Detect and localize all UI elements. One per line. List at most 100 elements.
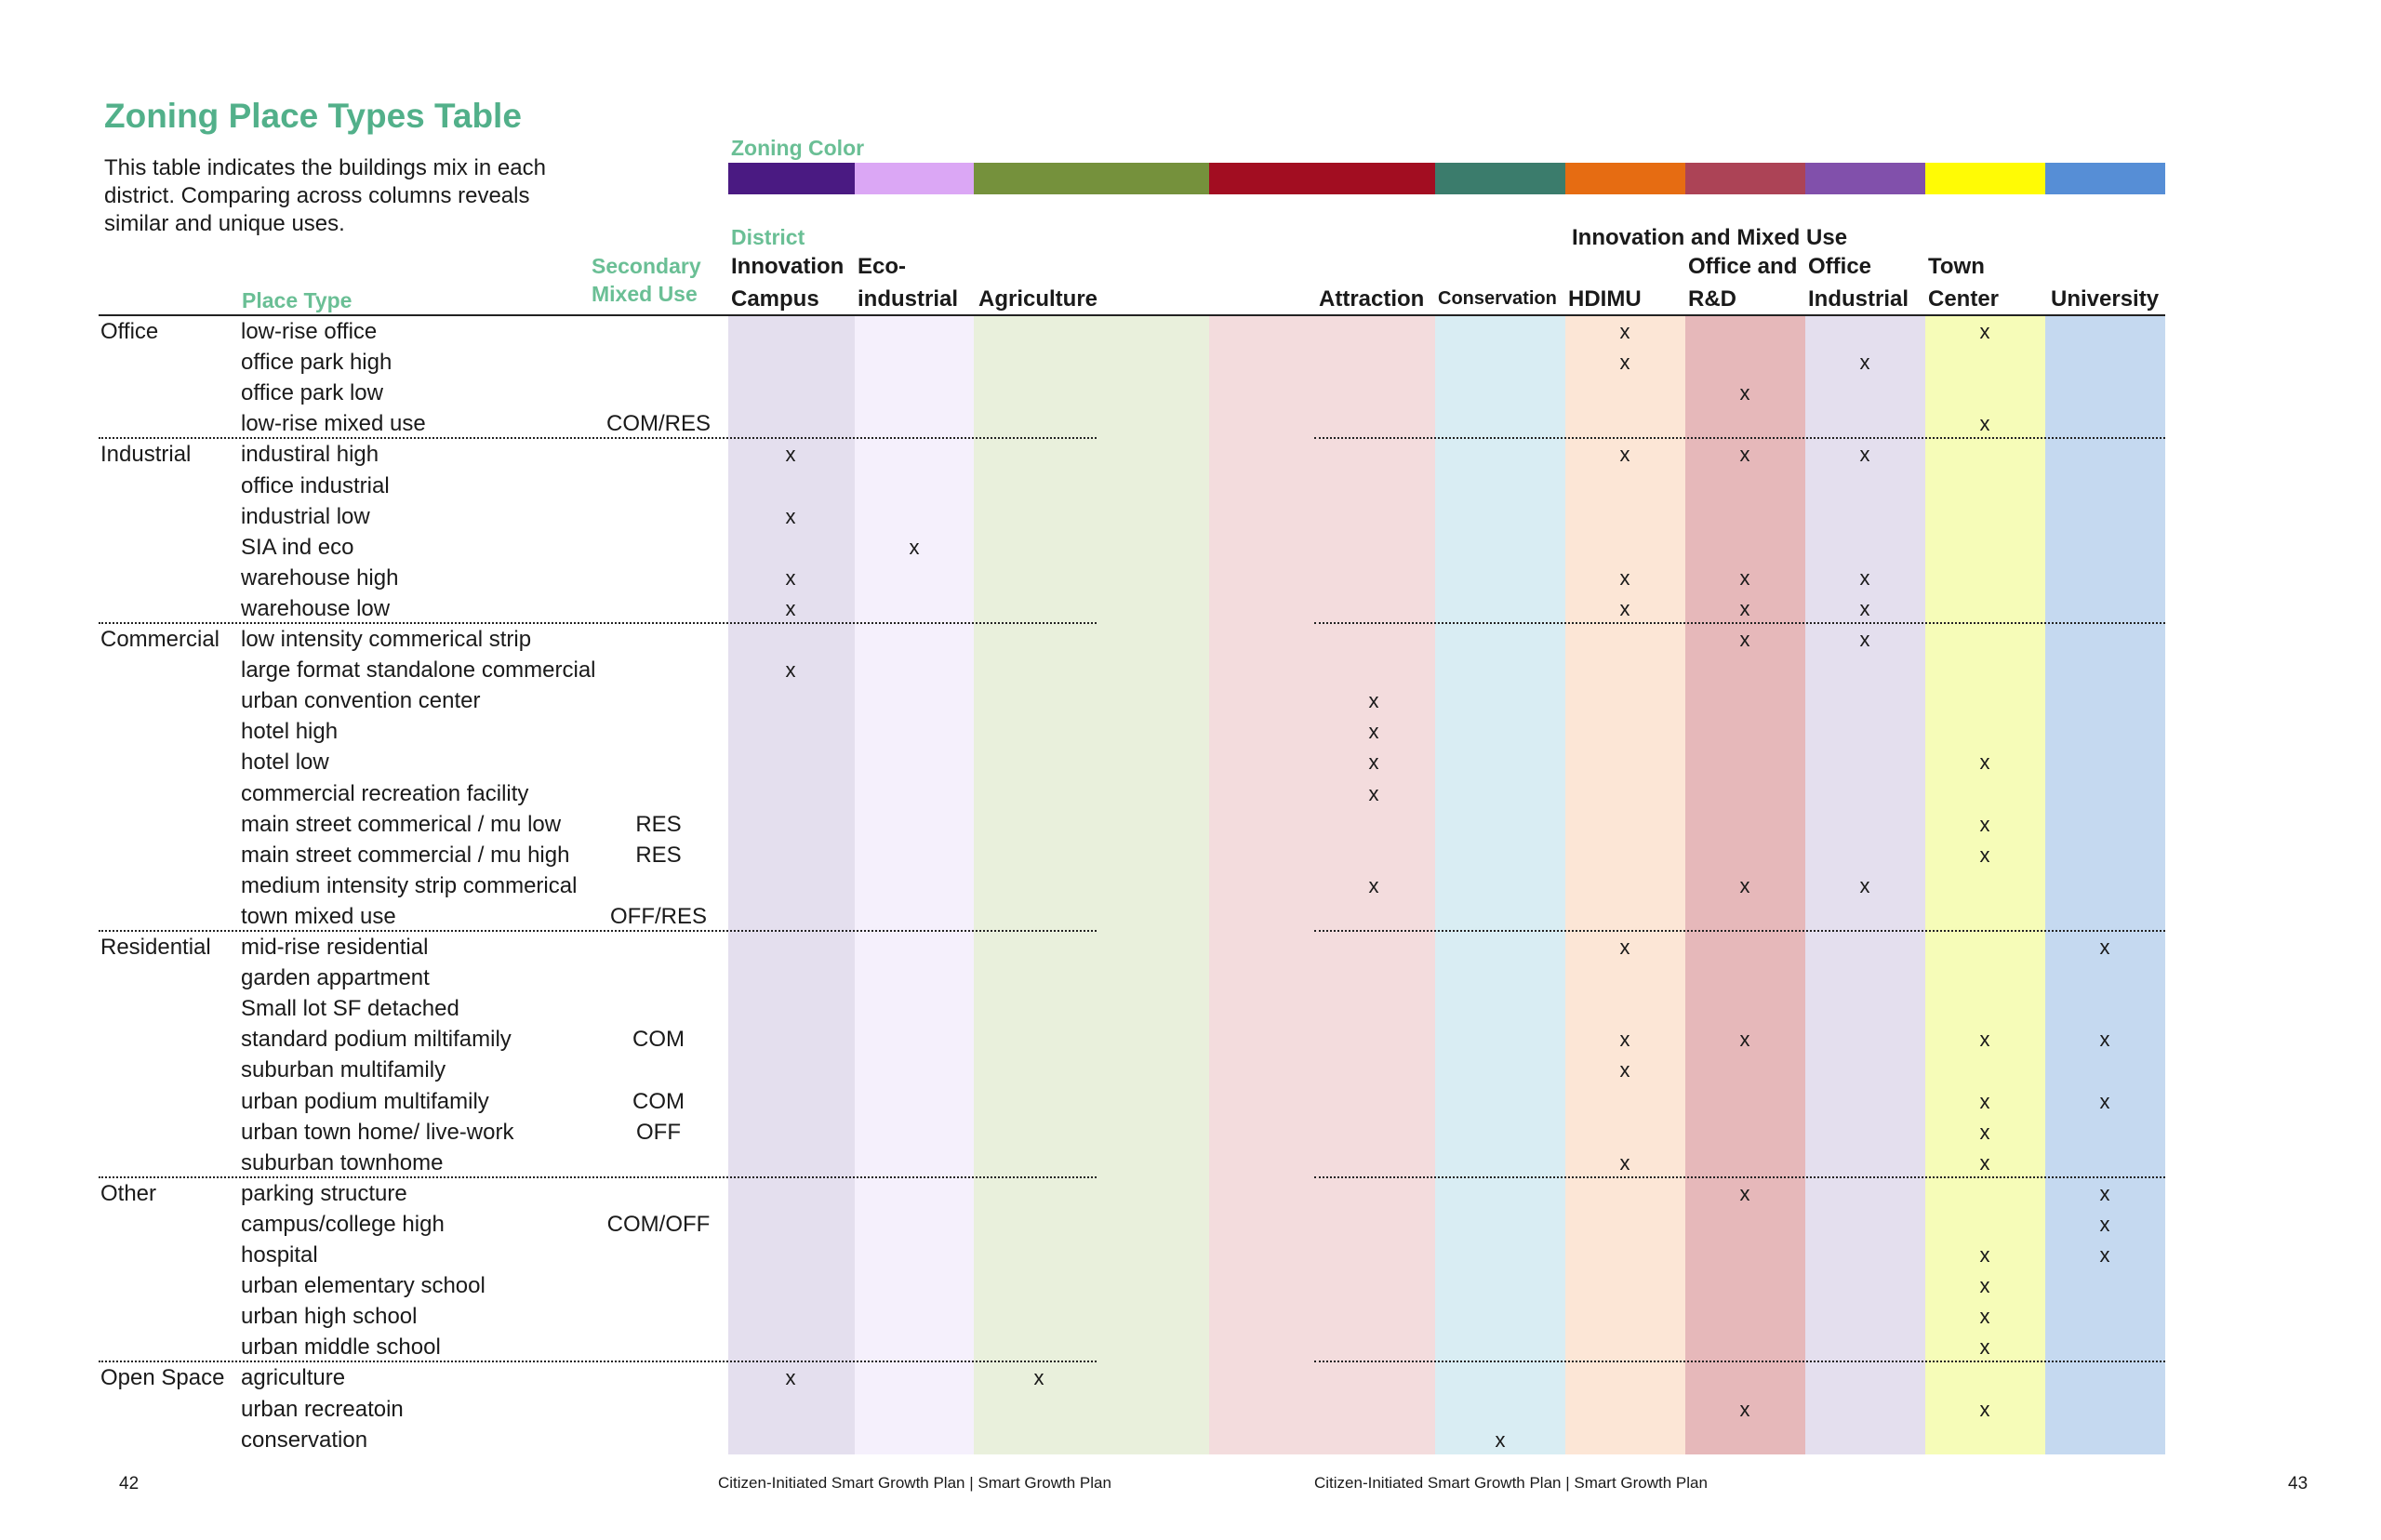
secondary-use-cell: RES bbox=[635, 812, 682, 837]
check-mark: x bbox=[1368, 689, 1379, 712]
column-header: HDIMU bbox=[1568, 286, 1642, 312]
place-type-cell: Small lot SF detached bbox=[241, 996, 459, 1021]
place-type-cell: urban middle school bbox=[241, 1334, 441, 1360]
footer-caption-right: Citizen-Initiated Smart Growth Plan | Sm… bbox=[1314, 1474, 1708, 1492]
check-mark: x bbox=[1859, 443, 1870, 466]
zoning-color-swatch bbox=[2045, 163, 2165, 194]
group-separator bbox=[99, 1361, 1097, 1362]
place-type-cell: agriculture bbox=[241, 1365, 346, 1390]
place-type-cell: urban convention center bbox=[241, 688, 481, 713]
column-header: Industrial bbox=[1808, 286, 1909, 312]
place-type-cell: office park low bbox=[241, 380, 383, 405]
column-header-line1: Innovation bbox=[731, 254, 845, 279]
secondary-header-line1: Secondary bbox=[592, 254, 701, 278]
place-type-cell: commercial recreation facility bbox=[241, 781, 529, 806]
zoning-color-swatch bbox=[1435, 163, 1565, 194]
check-mark: x bbox=[909, 536, 920, 559]
check-mark: x bbox=[1619, 1028, 1630, 1051]
check-mark: x bbox=[1979, 1305, 1990, 1328]
intro-text: This table indicates the buildings mix i… bbox=[104, 155, 546, 236]
place-type-cell: garden appartment bbox=[241, 965, 430, 990]
place-type-cell: low intensity commerical strip bbox=[241, 627, 532, 652]
place-type-cell: mid-rise residential bbox=[241, 935, 429, 960]
place-type-cell: suburban townhome bbox=[241, 1150, 444, 1175]
check-mark: x bbox=[1979, 1028, 1990, 1051]
check-mark: x bbox=[2099, 1243, 2110, 1267]
group-separator bbox=[1314, 1361, 2165, 1362]
place-type-cell: urban recreatoin bbox=[241, 1397, 404, 1422]
column-background bbox=[1209, 314, 1435, 1454]
header-rule bbox=[99, 314, 2165, 316]
zoning-color-swatch bbox=[1685, 163, 1805, 194]
group-label: Residential bbox=[100, 935, 211, 960]
secondary-use-cell: COM bbox=[632, 1089, 685, 1114]
group-label: Commercial bbox=[100, 627, 220, 652]
place-type-cell: main street commerical / mu low bbox=[241, 812, 562, 837]
check-mark: x bbox=[1619, 936, 1630, 959]
check-mark: x bbox=[1619, 566, 1630, 590]
group-label: Office bbox=[100, 319, 159, 344]
innovation-group-header: Innovation and Mixed Use bbox=[1572, 225, 1848, 250]
column-header: Conservation bbox=[1438, 288, 1557, 309]
page-number-right: 43 bbox=[2288, 1474, 2308, 1494]
check-mark: x bbox=[1368, 782, 1379, 805]
zoning-color-swatch bbox=[855, 163, 974, 194]
check-mark: x bbox=[785, 566, 796, 590]
place-type-cell: large format standalone commercial bbox=[241, 657, 596, 683]
place-type-cell: low-rise office bbox=[241, 319, 378, 344]
check-mark: x bbox=[785, 597, 796, 620]
secondary-use-cell: COM/OFF bbox=[606, 1212, 711, 1237]
place-type-cell: hospital bbox=[241, 1242, 318, 1268]
check-mark: x bbox=[1619, 443, 1630, 466]
column-header: Campus bbox=[731, 286, 819, 312]
zoning-color-swatch bbox=[728, 163, 855, 194]
check-mark: x bbox=[1979, 1335, 1990, 1359]
column-background bbox=[1435, 314, 1565, 1454]
check-mark: x bbox=[1859, 351, 1870, 374]
group-separator bbox=[99, 622, 1097, 624]
place-type-header: Place Type bbox=[242, 288, 352, 312]
check-mark: x bbox=[1979, 1398, 1990, 1421]
group-label: Other bbox=[100, 1181, 157, 1206]
check-mark: x bbox=[1739, 628, 1750, 651]
check-mark: x bbox=[2099, 936, 2110, 959]
column-header: Center bbox=[1928, 286, 2000, 312]
place-type-cell: office park high bbox=[241, 350, 392, 375]
group-separator bbox=[99, 930, 1097, 932]
group-separator bbox=[1314, 437, 2165, 439]
check-mark: x bbox=[1495, 1428, 1506, 1452]
secondary-use-cell: RES bbox=[635, 843, 682, 868]
check-mark: x bbox=[1368, 720, 1379, 743]
check-mark: x bbox=[1739, 381, 1750, 405]
column-header: R&D bbox=[1688, 286, 1736, 312]
place-type-cell: suburban multifamily bbox=[241, 1057, 446, 1082]
column-header-line1: Eco- bbox=[858, 254, 907, 279]
check-mark: x bbox=[1859, 874, 1870, 897]
place-type-cell: medium intensity strip commerical bbox=[241, 873, 578, 898]
group-separator bbox=[99, 437, 1097, 439]
place-type-cell: main street commercial / mu high bbox=[241, 843, 570, 868]
column-background bbox=[1685, 314, 1805, 1454]
group-label: Open Space bbox=[100, 1365, 225, 1390]
check-mark: x bbox=[1368, 750, 1379, 774]
group-separator bbox=[1314, 930, 2165, 932]
place-type-cell: industrial low bbox=[241, 504, 370, 529]
check-mark: x bbox=[785, 658, 796, 682]
check-mark: x bbox=[2099, 1182, 2110, 1205]
check-mark: x bbox=[1859, 597, 1870, 620]
check-mark: x bbox=[1619, 320, 1630, 343]
check-mark: x bbox=[1979, 750, 1990, 774]
column-header: University bbox=[2051, 286, 2160, 312]
place-type-cell: hotel low bbox=[241, 750, 329, 775]
column-background bbox=[974, 314, 1209, 1454]
place-type-cell: urban high school bbox=[241, 1304, 418, 1329]
place-type-cell: SIA ind eco bbox=[241, 535, 354, 560]
check-mark: x bbox=[1368, 874, 1379, 897]
place-type-cell: urban town home/ live-work bbox=[241, 1120, 514, 1145]
check-mark: x bbox=[1979, 412, 1990, 435]
check-mark: x bbox=[1739, 1182, 1750, 1205]
check-mark: x bbox=[2099, 1213, 2110, 1236]
check-mark: x bbox=[785, 1366, 796, 1389]
check-mark: x bbox=[1979, 813, 1990, 836]
place-type-cell: standard podium miltifamily bbox=[241, 1027, 512, 1052]
